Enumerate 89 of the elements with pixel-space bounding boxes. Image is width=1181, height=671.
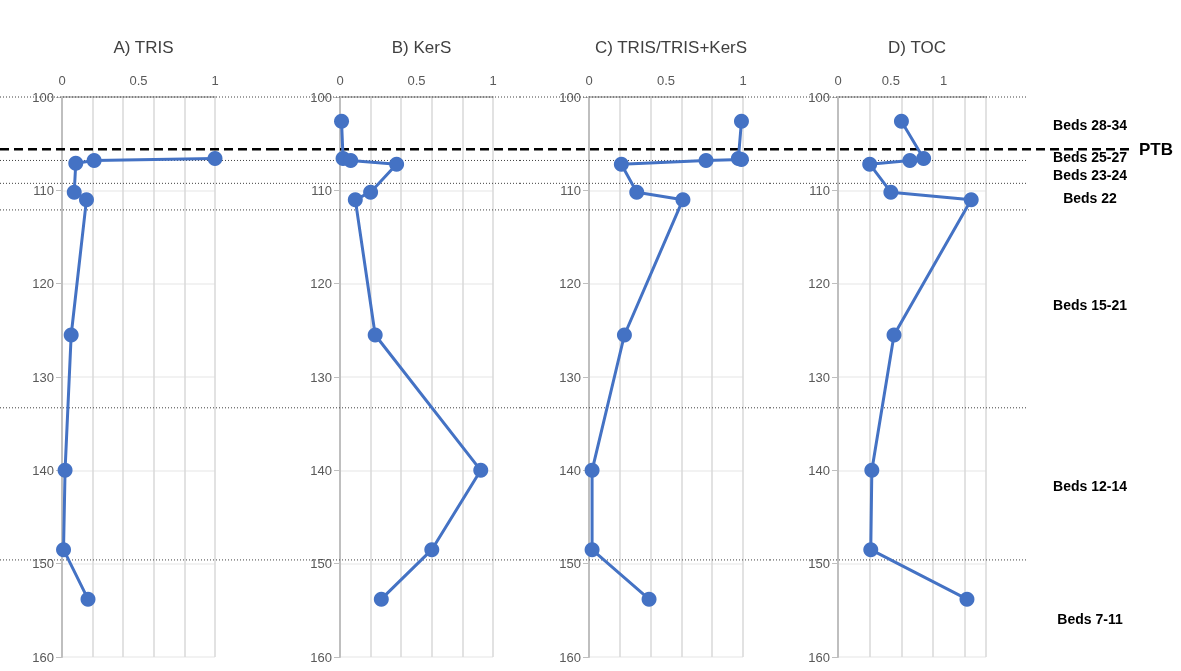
y-tick-label: 120 xyxy=(808,276,830,292)
y-tick-label: 160 xyxy=(32,649,54,665)
y-tick-label: 110 xyxy=(311,182,332,198)
point xyxy=(68,155,84,171)
point xyxy=(584,462,600,478)
point xyxy=(902,152,918,168)
x-tick-label: 0.5 xyxy=(881,73,900,88)
text: Beds 15-21 xyxy=(1053,297,1128,313)
point xyxy=(584,542,600,558)
y-tick-label: 140 xyxy=(808,462,830,478)
point xyxy=(641,591,657,607)
x-tick-label: 1 xyxy=(211,73,219,88)
point xyxy=(916,151,932,167)
y-tick-label: 160 xyxy=(310,649,332,665)
x-tick-label: 0 xyxy=(834,73,842,88)
point xyxy=(733,113,749,129)
x-tick-label: 0 xyxy=(336,73,344,88)
y-tick-label: 130 xyxy=(808,369,830,385)
point xyxy=(347,192,363,208)
x-tick-label: 0.5 xyxy=(656,73,676,88)
y-tick-label: 140 xyxy=(559,462,581,478)
y-tick-label: 120 xyxy=(310,276,332,292)
y-tick-label: 100 xyxy=(808,89,830,105)
point xyxy=(63,327,79,343)
point xyxy=(367,327,383,343)
y-tick-label: 160 xyxy=(559,649,581,665)
chart-title: B) KerS xyxy=(391,38,452,57)
text: Beds 28-34 xyxy=(1053,117,1128,133)
point xyxy=(864,462,880,478)
point xyxy=(883,184,899,200)
point xyxy=(80,591,96,607)
point xyxy=(959,591,975,607)
point xyxy=(863,542,879,558)
point xyxy=(698,152,714,168)
point xyxy=(334,113,350,129)
y-tick-label: 110 xyxy=(809,182,830,198)
y-tick-label: 130 xyxy=(32,369,54,385)
y-tick-label: 100 xyxy=(559,89,581,105)
y-tick-label: 110 xyxy=(560,182,581,198)
point xyxy=(343,152,359,168)
point xyxy=(963,192,979,208)
x-tick-label: 1 xyxy=(489,73,497,88)
point xyxy=(675,192,691,208)
chart-title: C) TRIS/TRIS+KerS xyxy=(594,38,748,57)
y-tick-label: 100 xyxy=(32,89,54,105)
text: Beds 25-27 xyxy=(1053,149,1128,165)
point xyxy=(389,156,405,172)
y-tick-label: 150 xyxy=(32,556,54,572)
point xyxy=(57,462,73,478)
point xyxy=(86,152,102,168)
y-tick-label: 120 xyxy=(559,276,581,292)
point xyxy=(886,327,902,343)
point xyxy=(373,591,389,607)
chart-title: D) TOC xyxy=(888,38,946,57)
x-tick-label: 0.5 xyxy=(407,73,426,88)
y-tick-label: 150 xyxy=(808,556,830,572)
ref-line-label: PTB xyxy=(1139,139,1173,159)
point xyxy=(363,184,379,200)
y-tick-label: 150 xyxy=(310,556,332,572)
point xyxy=(613,156,629,172)
y-tick-label: 140 xyxy=(32,462,54,478)
y-tick-label: 130 xyxy=(559,369,581,385)
point xyxy=(893,113,909,129)
point xyxy=(66,184,82,200)
y-tick-label: 110 xyxy=(33,182,54,198)
point xyxy=(629,184,645,200)
y-tick-label: 130 xyxy=(310,369,332,385)
chart-title: A) TRIS xyxy=(113,38,174,57)
y-tick-label: 150 xyxy=(559,556,581,572)
text: Beds 12-14 xyxy=(1053,478,1128,494)
y-tick-label: 140 xyxy=(310,462,332,478)
point xyxy=(56,542,72,558)
text: Beds 22 xyxy=(1063,190,1118,206)
x-tick-label: 0 xyxy=(585,73,593,88)
point xyxy=(207,151,223,167)
y-tick-label: 160 xyxy=(808,649,830,665)
point xyxy=(473,462,489,478)
x-tick-label: 1 xyxy=(739,73,747,88)
x-tick-label: 1 xyxy=(940,73,948,88)
y-tick-label: 120 xyxy=(32,276,54,292)
text: Beds 7-11 xyxy=(1057,611,1123,627)
x-tick-label: 0.5 xyxy=(129,73,148,88)
y-tick-label: 100 xyxy=(310,89,332,105)
point xyxy=(616,327,632,343)
point xyxy=(862,156,878,172)
x-tick-label: 0 xyxy=(58,73,66,88)
text: Beds 23-24 xyxy=(1053,167,1128,183)
point xyxy=(424,542,440,558)
point xyxy=(79,192,94,208)
